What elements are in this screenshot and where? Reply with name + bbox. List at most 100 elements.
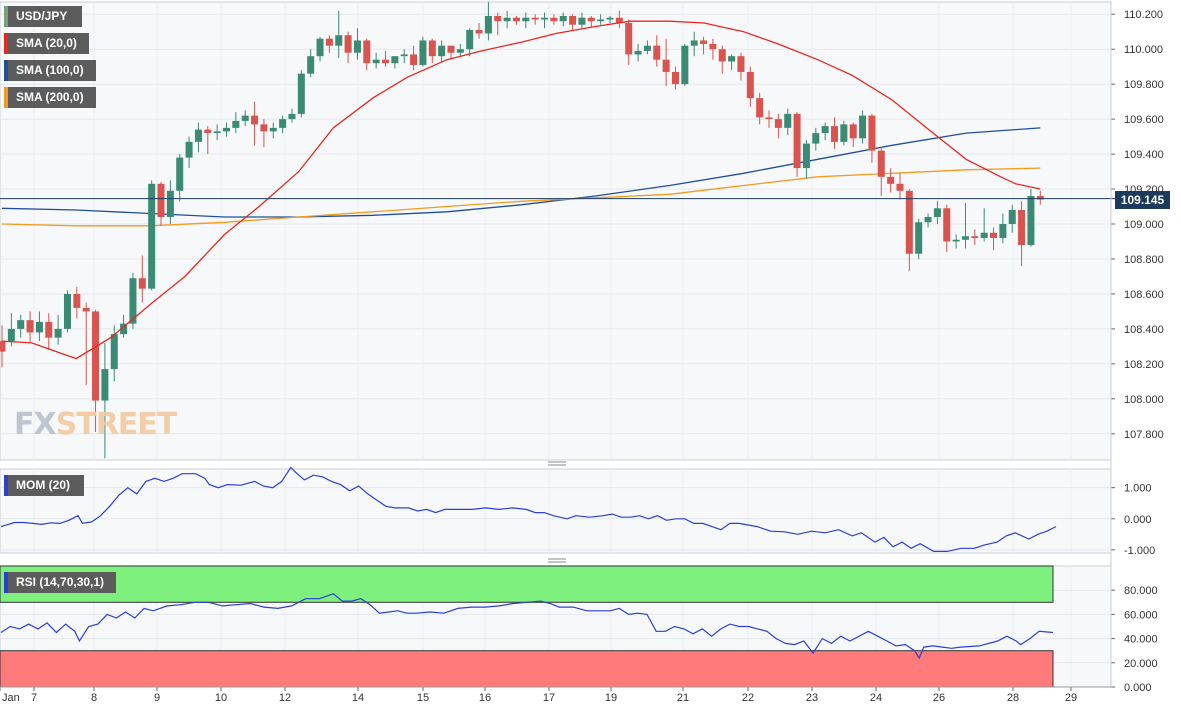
candle: [999, 213, 1007, 244]
rsi-tick-label: 20.000: [1124, 658, 1158, 670]
candle: [718, 45, 726, 74]
candle: [550, 14, 558, 25]
candle: [353, 28, 361, 60]
candle-body: [625, 22, 633, 55]
candle: [634, 43, 642, 62]
legend-sma200[interactable]: SMA (200,0): [4, 87, 96, 108]
candle-body: [952, 239, 960, 242]
candle: [905, 189, 913, 272]
candle-body: [279, 119, 287, 128]
candle-body: [391, 56, 399, 64]
legend-symbol[interactable]: USD/JPY: [4, 6, 82, 27]
candle: [297, 70, 305, 118]
candle-body: [671, 71, 679, 85]
candle-body: [746, 71, 754, 99]
candle-body: [410, 54, 418, 65]
candle: [831, 117, 839, 149]
candle: [484, 2, 492, 41]
candle-body: [344, 35, 352, 53]
legend-sma100[interactable]: SMA (100,0): [4, 60, 96, 81]
candle: [503, 10, 511, 29]
candle: [671, 66, 679, 90]
candle: [868, 113, 876, 163]
candle: [840, 120, 848, 146]
candle: [232, 112, 240, 134]
legend-mom[interactable]: MOM (20): [4, 475, 84, 496]
rsi-tick-label: 80.000: [1124, 585, 1158, 597]
candle: [924, 213, 932, 228]
candle-body: [419, 40, 427, 65]
candle: [101, 342, 109, 459]
candle-body: [110, 334, 118, 370]
candle: [643, 40, 651, 55]
candle: [1018, 201, 1026, 266]
candle: [222, 122, 230, 137]
candle: [681, 43, 689, 86]
candle-body: [700, 40, 708, 44]
candle: [606, 15, 614, 23]
candle: [915, 218, 923, 259]
time-tick-label: 23: [806, 692, 818, 704]
candle-body: [0, 341, 6, 352]
candle-body: [933, 208, 941, 218]
time-tick-label: 22: [742, 692, 754, 704]
candle-body: [681, 45, 689, 85]
candle: [157, 182, 165, 226]
candle: [793, 112, 801, 177]
candle-body: [915, 222, 923, 254]
candle: [0, 325, 6, 368]
panel-2-background: [0, 468, 1112, 554]
sma200-line: [1, 167, 1041, 227]
candle: [859, 110, 867, 144]
candle: [382, 50, 390, 67]
candle: [325, 35, 333, 53]
price-tick-label: 109.400: [1124, 149, 1164, 161]
candle: [316, 36, 324, 62]
candle: [391, 56, 399, 69]
time-tick-label: 16: [479, 692, 491, 704]
legend-sma200-label: SMA (200,0): [16, 90, 84, 104]
candle: [54, 314, 62, 345]
time-tick-label: 12: [279, 692, 291, 704]
time-tick-label: 10: [215, 692, 227, 704]
candle-body: [92, 311, 100, 401]
mom-tick-label: 0.000: [1124, 514, 1152, 526]
time-tick-label: 19: [605, 692, 617, 704]
candle: [756, 92, 764, 125]
price-tick-label: 108.400: [1124, 324, 1164, 336]
mom-tick-label: -1.000: [1124, 545, 1155, 557]
candle: [952, 234, 960, 249]
price-tick-label: 109.000: [1124, 219, 1164, 231]
time-tick-label: 9: [154, 692, 160, 704]
candle-body: [194, 129, 202, 142]
candle: [7, 313, 15, 347]
candle: [531, 14, 539, 25]
legend-mom-label: MOM (20): [16, 478, 70, 492]
candle-body: [120, 323, 128, 335]
candle: [288, 108, 296, 123]
momentum-line: [0, 466, 1057, 552]
candle-body: [63, 293, 71, 329]
candle-body: [213, 131, 221, 134]
candle-body: [372, 59, 380, 64]
legend-rsi[interactable]: RSI (14,70,30,1): [4, 572, 116, 593]
candle-body: [812, 133, 820, 144]
time-tick-label: 17: [543, 692, 555, 704]
candle: [447, 45, 455, 60]
candle: [541, 12, 549, 29]
candle: [728, 54, 736, 71]
candle-body: [316, 38, 324, 57]
candle-body: [129, 278, 137, 324]
candle: [279, 115, 287, 134]
candle-body: [447, 45, 455, 53]
candle: [260, 119, 268, 148]
legend-sma20[interactable]: SMA (20,0): [4, 33, 89, 54]
candle: [400, 49, 408, 64]
candle: [63, 290, 71, 333]
candle: [419, 36, 427, 67]
candle: [662, 38, 670, 86]
candle: [251, 101, 259, 146]
candle: [428, 38, 436, 64]
rsi-line: [0, 593, 1054, 660]
